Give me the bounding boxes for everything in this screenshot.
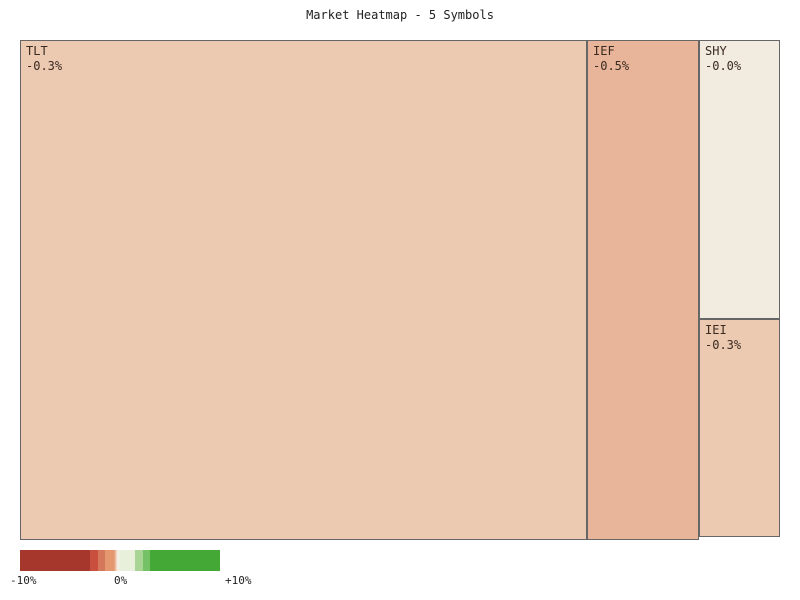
legend-swatch: [98, 550, 105, 571]
legend-swatch: [105, 550, 114, 571]
legend-max-label: +10%: [225, 574, 252, 587]
tile-change: -0.5%: [593, 59, 630, 73]
tile-ief[interactable]: IEF -0.5%: [587, 40, 699, 540]
tile-change: -0.0%: [705, 59, 742, 73]
legend-mid-label: 0%: [114, 574, 128, 587]
legend-min-label: -10%: [10, 574, 37, 587]
legend-swatch: [143, 550, 150, 571]
tile-tlt[interactable]: TLT -0.3%: [20, 40, 587, 540]
tile-shy[interactable]: SHY -0.0%: [699, 40, 780, 319]
tile-change: -0.3%: [26, 59, 63, 73]
tile-symbol: TLT: [26, 44, 48, 58]
tile-change: -0.3%: [705, 338, 742, 352]
tile-iei[interactable]: IEI -0.3%: [699, 319, 780, 537]
tile-symbol: IEF: [593, 44, 615, 58]
legend-swatch: [135, 550, 143, 571]
legend-swatch: [90, 550, 98, 571]
chart-title: Market Heatmap - 5 Symbols: [306, 8, 494, 22]
tile-symbol: SHY: [705, 44, 727, 58]
legend-swatch: [150, 550, 220, 571]
legend-swatch: [114, 550, 121, 571]
tile-symbol: IEI: [705, 323, 727, 337]
legend-swatch: [20, 550, 90, 571]
legend-swatch: [121, 550, 135, 571]
